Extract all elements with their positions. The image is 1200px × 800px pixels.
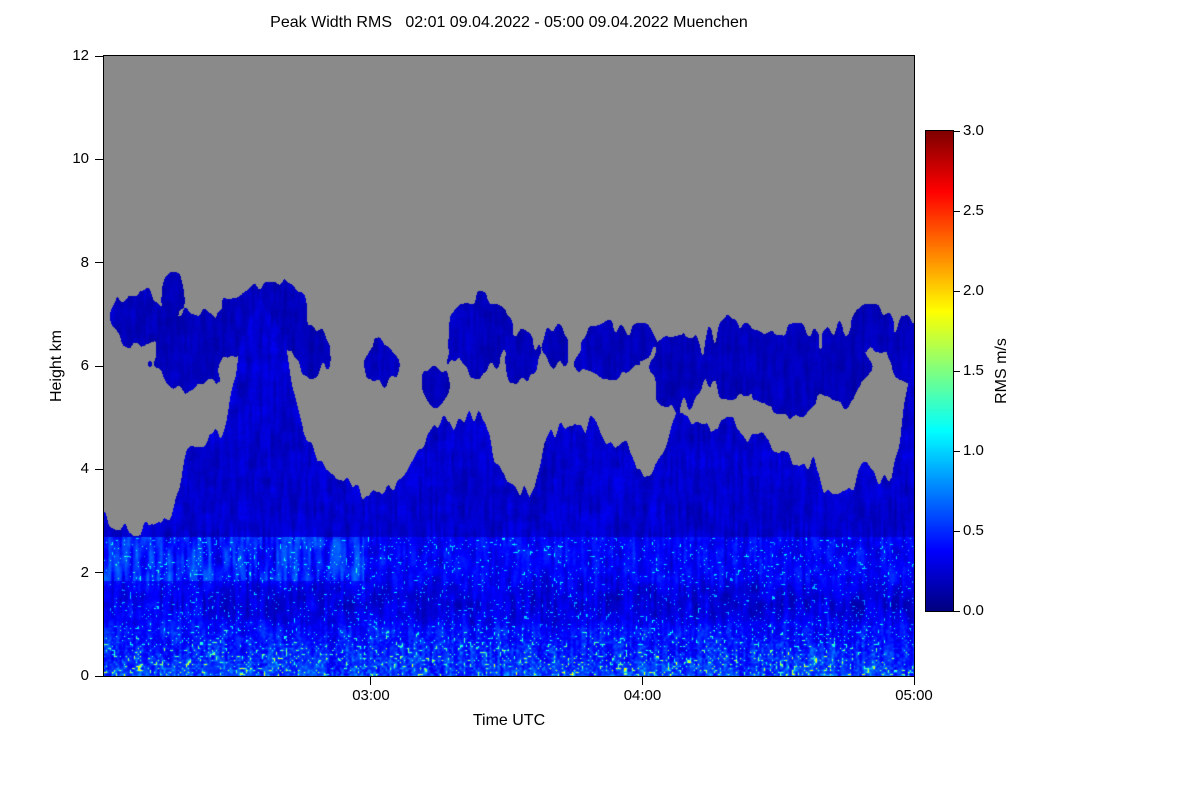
y-tick-label: 6 bbox=[80, 357, 89, 374]
y-tick-label: 2 bbox=[80, 563, 89, 581]
colorbar-tick bbox=[954, 290, 960, 292]
y-tick-label: 4 bbox=[80, 460, 89, 478]
y-tick bbox=[95, 675, 103, 677]
colorbar-gradient bbox=[926, 131, 953, 611]
y-tick-label: 12 bbox=[72, 47, 89, 64]
colorbar-tick-label: 1.0 bbox=[963, 442, 984, 459]
y-tick bbox=[95, 468, 103, 470]
colorbar-tick bbox=[954, 530, 960, 532]
colorbar-tick bbox=[954, 450, 960, 452]
y-tick-label: 0 bbox=[80, 667, 89, 684]
colorbar-tick-label: 2.5 bbox=[963, 202, 984, 219]
y-tick bbox=[95, 262, 103, 264]
y-tick bbox=[95, 55, 103, 57]
heatmap-canvas bbox=[104, 56, 914, 676]
colorbar-tick bbox=[954, 210, 960, 212]
colorbar-tick bbox=[954, 130, 960, 132]
colorbar bbox=[925, 130, 954, 612]
x-tick-label: 05:00 bbox=[895, 687, 933, 704]
colorbar-tick-label: 3.0 bbox=[963, 122, 984, 139]
x-tick bbox=[641, 677, 643, 685]
x-axis-label: Time UTC bbox=[472, 712, 546, 729]
chart-title: Peak Width RMS 02:01 09.04.2022 - 05:00 … bbox=[270, 14, 748, 31]
y-tick bbox=[95, 158, 103, 160]
y-tick-label: 8 bbox=[80, 253, 89, 271]
colorbar-tick-label: 1.5 bbox=[963, 362, 984, 379]
x-tick bbox=[370, 677, 372, 685]
y-tick bbox=[95, 572, 103, 574]
colorbar-tick-label: 0.5 bbox=[963, 522, 984, 539]
x-tick-label: 03:00 bbox=[352, 687, 390, 704]
colorbar-tick bbox=[954, 370, 960, 372]
x-tick-label: 04:00 bbox=[623, 687, 662, 704]
y-tick bbox=[95, 365, 103, 367]
y-tick-label: 10 bbox=[72, 150, 89, 168]
colorbar-tick bbox=[954, 610, 960, 612]
x-tick bbox=[913, 677, 915, 685]
colorbar-tick-label: 0.0 bbox=[963, 602, 984, 619]
colorbar-tick-label: 2.0 bbox=[963, 282, 984, 299]
plot-area bbox=[103, 55, 915, 677]
